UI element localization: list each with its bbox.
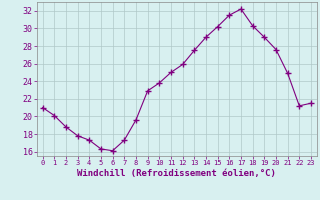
X-axis label: Windchill (Refroidissement éolien,°C): Windchill (Refroidissement éolien,°C) [77,169,276,178]
